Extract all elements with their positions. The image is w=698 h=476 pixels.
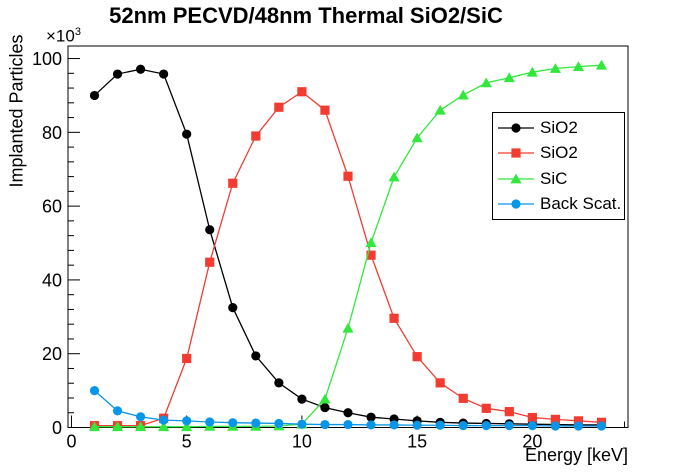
svg-text:80: 80 [42, 123, 62, 143]
x-axis-title: Energy [keV] [524, 445, 628, 465]
svg-text:0: 0 [52, 418, 62, 438]
svg-text:40: 40 [42, 270, 62, 290]
plot-title: 52nm PECVD/48nm Thermal SiO2/SiC [109, 3, 503, 28]
svg-text:0: 0 [66, 432, 76, 452]
svg-text:60: 60 [42, 197, 62, 217]
svg-text:15: 15 [407, 432, 427, 452]
legend-label: Back Scat. [540, 194, 622, 214]
svg-text:20: 20 [42, 344, 62, 364]
legend-label: SiO2 [540, 143, 578, 163]
legend-label: SiC [540, 168, 568, 188]
svg-text:100: 100 [32, 49, 62, 69]
legend-item-sic: SiC [493, 166, 624, 191]
svg-text:5: 5 [182, 432, 192, 452]
legend-item-sio2-pecvd: SiO2 [493, 115, 624, 140]
legend-item-backscatter: Back Scat. [493, 192, 624, 217]
svg-text:10: 10 [292, 432, 312, 452]
legend-marker-circle-blue [498, 199, 534, 209]
y-axis-power-label: ×103 [46, 26, 81, 46]
legend-label: SiO2 [540, 117, 578, 137]
legend-marker-triangle-green [498, 173, 534, 184]
y-axis-title: Implanted Particles [6, 34, 27, 188]
svg-text:20: 20 [522, 432, 542, 452]
legend-item-sio2-thermal: SiO2 [493, 141, 624, 166]
legend-box: SiO2 SiO2 SiC Back Scat. [492, 112, 625, 220]
legend-marker-square-red [498, 148, 534, 158]
legend-marker-circle-black [498, 123, 534, 133]
